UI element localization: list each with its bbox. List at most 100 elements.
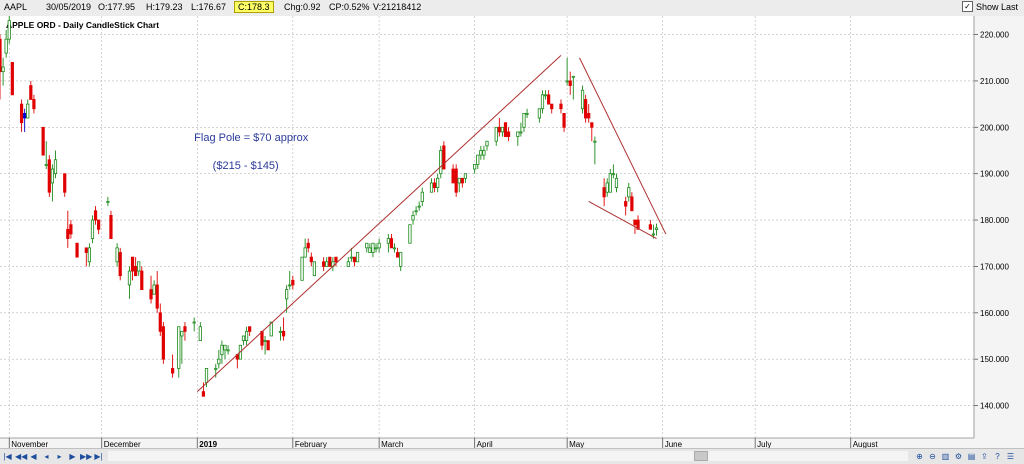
candle	[352, 256, 357, 267]
step-back-icon[interactable]: ◀	[30, 452, 37, 461]
candle-body	[568, 80, 572, 86]
candle-body	[352, 256, 357, 263]
print-icon[interactable]: ▤	[967, 452, 976, 461]
candle	[152, 280, 156, 295]
fast-forward-icon[interactable]: ▶▶	[80, 452, 93, 461]
candle	[503, 122, 508, 137]
candle-body	[266, 340, 270, 351]
candle-body	[420, 191, 424, 202]
candle-body	[334, 256, 338, 263]
candle	[540, 90, 545, 114]
candle	[587, 104, 591, 123]
candle-body	[399, 252, 403, 267]
candle	[32, 94, 36, 114]
candle	[226, 345, 230, 355]
candle	[377, 238, 381, 253]
candle	[506, 127, 511, 142]
candle-body	[371, 242, 375, 253]
candle-body	[312, 261, 316, 277]
candle-body	[47, 159, 51, 193]
candle	[562, 112, 566, 132]
candle	[414, 206, 418, 216]
candle	[494, 126, 498, 146]
low-value: L:176.67	[191, 2, 227, 12]
candle-body	[408, 224, 412, 244]
x-tick-label: November	[11, 440, 48, 448]
candle	[93, 206, 98, 225]
fast-back-icon[interactable]: ◀◀	[15, 452, 28, 461]
candle-body	[377, 242, 381, 249]
x-tick-label: August	[853, 440, 879, 448]
menu-icon[interactable]: ☰	[1006, 452, 1015, 461]
candle	[602, 178, 606, 207]
trendline-uptrend	[196, 55, 562, 392]
candle	[66, 210, 70, 248]
candle-body	[93, 210, 98, 221]
scrollbar-thumb[interactable]	[694, 451, 708, 461]
navigation-bar: |◀ ◀◀ ◀ ◂ ▸ ▶ ▶▶ ▶| ⊕ ⊖ ▥ ⚙ ▤ ⇪ ? ☰	[0, 448, 1024, 464]
candle-body	[587, 112, 591, 119]
scroll-left-icon[interactable]: ◂	[44, 452, 49, 461]
candle-body	[389, 238, 394, 249]
help-icon[interactable]: ?	[995, 452, 1000, 461]
candle	[654, 223, 659, 236]
step-forward-icon[interactable]: ▶	[69, 452, 76, 461]
candle	[571, 75, 575, 100]
candle-body	[547, 94, 551, 105]
candle-body	[285, 289, 289, 300]
candle-body	[140, 270, 144, 291]
candle	[605, 178, 609, 197]
candle	[497, 118, 501, 137]
candle-body	[654, 227, 659, 230]
candle-body	[244, 330, 249, 342]
candle-body	[300, 256, 304, 281]
candle	[244, 326, 249, 346]
candle	[291, 275, 295, 290]
zoom-in-icon[interactable]: ⊕	[916, 452, 923, 461]
first-page-icon[interactable]: |◀	[3, 452, 12, 461]
candle	[411, 210, 415, 225]
zoom-out-icon[interactable]: ⊖	[929, 452, 936, 461]
export-icon[interactable]: ⇪	[981, 452, 988, 461]
candle-body	[648, 224, 652, 230]
candle-body	[543, 94, 548, 97]
candle-body	[593, 140, 597, 143]
annotation-2: ($215 - $145)	[213, 160, 279, 172]
candle-body	[627, 187, 631, 198]
chart-type-icon[interactable]: ▥	[941, 452, 950, 461]
candle-body	[516, 131, 520, 137]
settings-icon[interactable]: ⚙	[954, 452, 963, 461]
candle-body	[550, 103, 554, 110]
candle	[374, 243, 378, 253]
y-tick-label: 170.000	[980, 262, 1009, 271]
candle-body	[608, 173, 612, 193]
candle-body	[214, 368, 218, 370]
candle	[161, 322, 165, 364]
candle-body	[651, 233, 656, 236]
candle-body	[32, 99, 36, 110]
candle-body	[429, 182, 434, 193]
candle	[355, 252, 360, 263]
show-last-checkbox[interactable]: ✓	[961, 1, 973, 12]
last-page-icon[interactable]: ▶|	[94, 452, 103, 461]
candle-body	[500, 126, 505, 133]
candle	[281, 317, 286, 341]
candle-body	[226, 349, 230, 352]
candle	[180, 330, 184, 364]
candle-body	[87, 247, 91, 263]
candle	[522, 112, 526, 132]
scrollbar-track[interactable]	[108, 451, 908, 461]
scroll-right-icon[interactable]: ▸	[57, 452, 62, 461]
show-last-toggle[interactable]: ✓ Show Last	[961, 1, 1018, 12]
candle-body	[198, 326, 202, 342]
candle	[50, 164, 54, 202]
candle	[84, 247, 88, 267]
candle	[334, 256, 338, 267]
candle-body	[155, 284, 159, 309]
candle-body	[460, 177, 464, 184]
candle-body	[137, 261, 141, 272]
y-axis-panel	[974, 16, 1024, 448]
candlestick-chart[interactable]: 140.000 150.000 160.000 170.000 180.000 190.0…	[0, 16, 1024, 448]
candle	[198, 322, 202, 342]
high-value: H:179.23	[146, 2, 183, 12]
